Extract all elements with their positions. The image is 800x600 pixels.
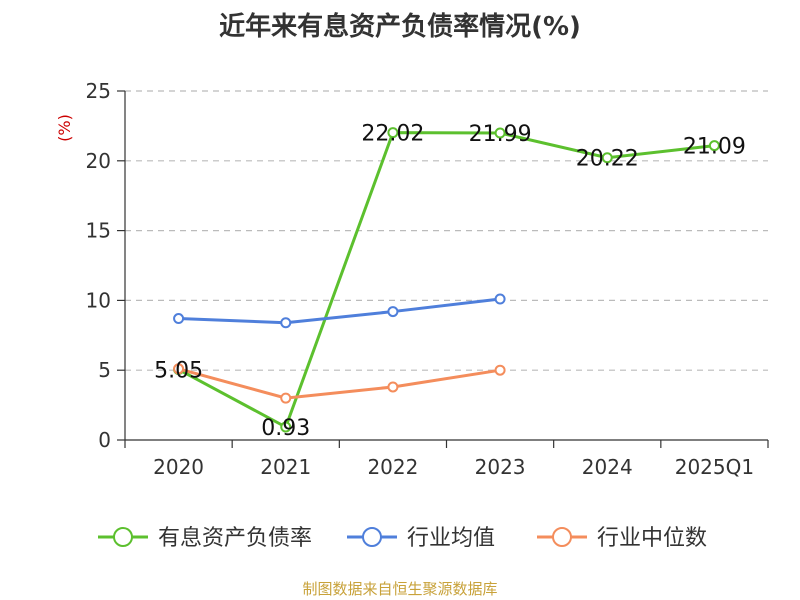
grid-lines: [125, 90, 768, 371]
data-label: 5.05: [154, 359, 203, 384]
data-label: 22.02: [361, 122, 424, 147]
legend-label: 有息资产负债率: [158, 526, 312, 551]
series-line: [178, 367, 501, 400]
series-3: [173, 363, 506, 404]
x-tick-label: 2020: [153, 455, 204, 479]
x-tick-label: 2024: [582, 455, 633, 479]
data-point: [601, 152, 613, 164]
legend: 有息资产负债率 行业均值 行业中位数: [98, 526, 707, 551]
legend-label: 行业均值: [407, 526, 495, 551]
data-label: 21.99: [469, 122, 532, 147]
chart-title: 近年来有息资产负债率情况(%): [219, 12, 581, 42]
data-point: [387, 381, 399, 393]
legend-item-3: 行业中位数: [537, 526, 707, 551]
data-point: [708, 140, 720, 152]
legend-marker: [113, 527, 133, 547]
series-1: [173, 127, 720, 433]
data-label: 0.93: [261, 416, 310, 441]
data-point: [387, 306, 399, 318]
series-line: [178, 297, 501, 325]
data-point: [280, 317, 292, 329]
data-label: 20.22: [576, 147, 639, 172]
data-point: [387, 127, 399, 139]
data-labels: 5.05 0.93 22.02 21.99 20.22 21.09: [154, 122, 746, 441]
series-line: [177, 131, 715, 430]
x-tick-label: 2022: [367, 455, 418, 479]
y-tick-label: 0: [98, 428, 111, 452]
data-point: [280, 421, 292, 433]
x-tick-label: 2021: [260, 455, 311, 479]
legend-item-2: 行业均值: [347, 526, 495, 551]
y-tick-label: 25: [86, 79, 111, 103]
legend-label: 行业中位数: [597, 526, 707, 551]
x-tick-label: 2023: [475, 455, 526, 479]
data-point: [280, 392, 292, 404]
legend-marker: [362, 527, 382, 547]
data-point: [494, 293, 506, 305]
y-tick-label: 20: [86, 149, 111, 173]
data-point: [494, 364, 506, 376]
x-tick-label: 2025Q1: [675, 455, 754, 479]
legend-marker: [552, 527, 572, 547]
y-axis-unit-label: (%): [55, 114, 74, 142]
y-tick-label: 15: [86, 219, 111, 243]
y-tick-label: 5: [98, 358, 111, 382]
series-2: [173, 293, 506, 329]
data-label: 21.09: [683, 135, 746, 160]
data-point: [173, 313, 185, 325]
axes: 0 5 10 15 20 25 (%) 2020 2021 2022 2023 2024 2025Q1: [55, 79, 769, 479]
legend-item-1: 有息资产负债率: [98, 526, 312, 551]
series: [173, 127, 720, 433]
data-point: [494, 127, 506, 139]
data-point: [173, 363, 185, 375]
y-tick-label: 10: [86, 288, 111, 312]
source-note: 制图数据来自恒生聚源数据库: [302, 580, 498, 598]
